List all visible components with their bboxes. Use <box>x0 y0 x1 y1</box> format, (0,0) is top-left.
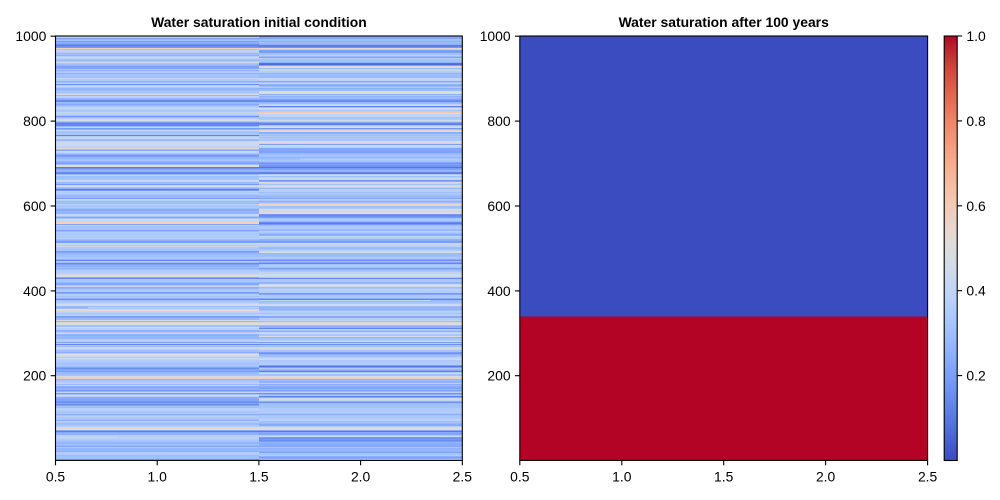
svg-text:600: 600 <box>487 198 510 214</box>
svg-text:200: 200 <box>487 368 510 384</box>
svg-text:1000: 1000 <box>480 28 511 44</box>
svg-text:400: 400 <box>487 283 510 299</box>
svg-text:0.5: 0.5 <box>46 468 66 484</box>
svg-text:2.5: 2.5 <box>453 468 473 484</box>
svg-text:Water saturation after 100 yea: Water saturation after 100 years <box>619 14 830 30</box>
svg-text:0.5: 0.5 <box>510 468 530 484</box>
svg-text:0.8: 0.8 <box>966 113 986 129</box>
svg-text:1.0: 1.0 <box>148 468 168 484</box>
svg-text:2.0: 2.0 <box>816 468 836 484</box>
svg-text:800: 800 <box>487 113 510 129</box>
svg-text:1000: 1000 <box>15 28 46 44</box>
svg-text:400: 400 <box>23 283 46 299</box>
svg-text:1.0: 1.0 <box>966 28 986 44</box>
svg-text:0.2: 0.2 <box>966 368 986 384</box>
svg-text:2.0: 2.0 <box>351 468 371 484</box>
svg-text:0.4: 0.4 <box>966 283 986 299</box>
svg-text:1.5: 1.5 <box>249 468 269 484</box>
svg-text:1.0: 1.0 <box>612 468 632 484</box>
svg-text:600: 600 <box>23 198 46 214</box>
svg-text:1.5: 1.5 <box>714 468 734 484</box>
svg-text:800: 800 <box>23 113 46 129</box>
svg-text:2.5: 2.5 <box>918 468 938 484</box>
svg-text:0.6: 0.6 <box>966 198 986 214</box>
svg-text:200: 200 <box>23 368 46 384</box>
svg-text:Water saturation initial condi: Water saturation initial condition <box>151 14 367 30</box>
